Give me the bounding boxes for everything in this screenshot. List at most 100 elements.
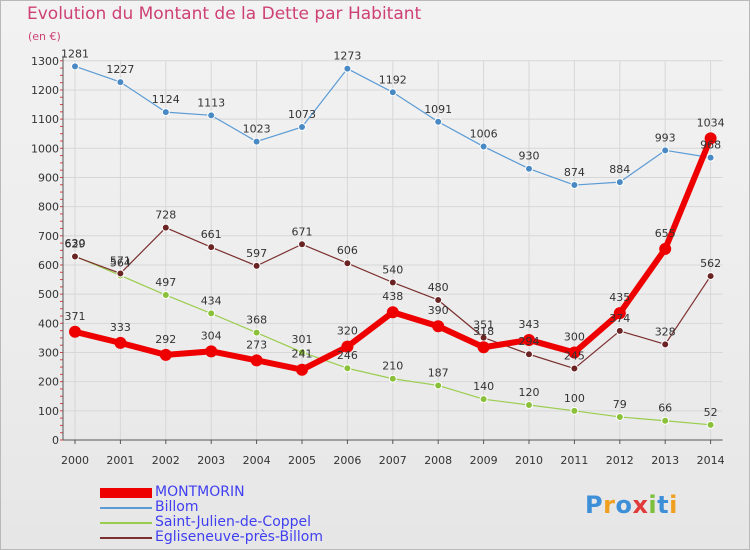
x-tick-label: 2006: [333, 454, 361, 467]
y-tick-label: 400: [38, 317, 59, 330]
point-billom: [207, 111, 216, 120]
point-egliseneuve-pres-billom: [71, 252, 79, 261]
point-egliseneuve-pres-billom: [525, 350, 533, 359]
logo-letter: t: [657, 491, 670, 519]
point-montmorin: [341, 340, 354, 353]
point-billom: [116, 78, 125, 87]
point-saint-julien-de-coppel: [207, 309, 216, 318]
legend-label-egliseneuve-pres-billom: Egliseneuve-près-Billom: [155, 529, 323, 545]
point-egliseneuve-pres-billom: [661, 340, 670, 349]
data-label-billom: 968: [700, 139, 721, 152]
point-montmorin: [250, 354, 263, 367]
data-label-egliseneuve-pres-billom: 351: [473, 319, 494, 332]
point-egliseneuve-pres-billom: [116, 269, 125, 278]
logo-letter: r: [603, 491, 616, 519]
labels-billom: 1281 1227 1124 1113 1023 1073 1273 1192 1091 1006…: [61, 47, 721, 179]
legend-swatch-egliseneuve-pres-billom: [100, 537, 152, 539]
data-label-egliseneuve-pres-billom: 374: [609, 312, 630, 325]
point-montmorin: [659, 242, 672, 255]
data-label-saint-julien-de-coppel: 210: [382, 360, 403, 373]
point-montmorin: [432, 320, 445, 333]
point-saint-julien-de-coppel: [479, 395, 488, 404]
data-label-billom: 874: [564, 166, 585, 179]
point-egliseneuve-pres-billom: [615, 326, 624, 335]
data-label-billom: 1023: [243, 123, 271, 136]
y-tick-label: 700: [38, 230, 59, 243]
point-saint-julien-de-coppel: [615, 412, 624, 421]
data-label-egliseneuve-pres-billom: 245: [564, 350, 585, 363]
data-label-billom: 1124: [152, 93, 180, 106]
proxiti-logo: Proxiti: [585, 491, 678, 519]
series-montmorin: [69, 132, 717, 376]
data-label-egliseneuve-pres-billom: 597: [246, 247, 267, 260]
point-saint-julien-de-coppel: [161, 291, 170, 300]
y-tick-label: 800: [38, 201, 59, 214]
labels-egliseneuve-pres-billom: 629 571 728 661 597 671 606 540 480 351 294 245 374 3…: [65, 209, 722, 363]
legend-label-montmorin: MONTMORIN: [155, 484, 245, 500]
data-label-montmorin: 655: [655, 227, 676, 240]
data-label-egliseneuve-pres-billom: 540: [382, 263, 403, 276]
point-billom: [570, 181, 579, 190]
point-billom: [161, 108, 170, 117]
data-label-montmorin: 292: [155, 333, 176, 346]
data-label-billom: 884: [609, 163, 630, 176]
point-montmorin: [613, 307, 626, 320]
logo-letter: P: [585, 491, 604, 519]
point-saint-julien-de-coppel: [706, 420, 715, 429]
point-montmorin: [296, 363, 308, 376]
point-montmorin: [523, 333, 535, 346]
data-label-billom: 1073: [288, 108, 316, 121]
data-label-egliseneuve-pres-billom: 562: [700, 257, 721, 270]
y-tick-label: 600: [38, 259, 59, 272]
x-tick-label: 2009: [470, 454, 498, 467]
y-tick-label: 1200: [31, 84, 59, 97]
point-montmorin: [477, 341, 490, 354]
x-tick-label: 2001: [106, 454, 134, 467]
data-label-saint-julien-de-coppel: 630: [65, 237, 86, 250]
y-tick-label: 500: [38, 288, 59, 301]
data-label-egliseneuve-pres-billom: 629: [65, 238, 86, 251]
chart-title: Evolution du Montant de la Dette par Hab…: [27, 4, 422, 24]
axes: [60, 55, 723, 444]
data-label-billom: 1006: [470, 128, 498, 141]
logo-letter: i: [669, 491, 678, 519]
point-billom: [71, 62, 79, 71]
point-billom: [661, 146, 670, 155]
series-billom: [71, 62, 715, 190]
logo-letter: o: [615, 491, 633, 519]
data-label-billom: 1273: [333, 50, 361, 63]
data-label-saint-julien-de-coppel: 120: [519, 386, 540, 399]
legend-label-billom: Billom: [155, 499, 199, 515]
data-label-egliseneuve-pres-billom: 328: [655, 325, 676, 338]
point-saint-julien-de-coppel: [570, 406, 579, 415]
data-label-montmorin: 1034: [697, 116, 725, 129]
point-montmorin: [69, 325, 81, 338]
legend-swatch-montmorin: [100, 488, 152, 498]
point-egliseneuve-pres-billom: [207, 243, 216, 252]
data-label-egliseneuve-pres-billom: 661: [201, 228, 222, 241]
data-label-egliseneuve-pres-billom: 671: [292, 225, 313, 238]
legend-swatch-saint-julien-de-coppel: [100, 522, 152, 524]
data-label-montmorin: 273: [246, 338, 267, 351]
data-label-montmorin: 318: [473, 325, 494, 338]
data-label-montmorin: 390: [428, 304, 449, 317]
point-montmorin: [114, 336, 127, 349]
point-montmorin: [568, 346, 581, 359]
logo-letter: i: [648, 491, 658, 519]
point-saint-julien-de-coppel: [298, 348, 306, 357]
x-tick-label: 2000: [61, 454, 89, 467]
x-tick-label: 2003: [197, 454, 225, 467]
data-label-montmorin: 371: [65, 310, 86, 323]
data-label-saint-julien-de-coppel: 52: [704, 406, 718, 419]
legend-label-saint-julien-de-coppel: Saint-Julien-de-Coppel: [155, 514, 312, 530]
x-axis-ticks: 2000 2001 2002 2003 2004 2005 2006 2007 2008 2009…: [61, 454, 725, 467]
data-label-saint-julien-de-coppel: 187: [428, 366, 449, 379]
point-billom: [525, 164, 533, 173]
grid: [63, 60, 723, 441]
point-saint-julien-de-coppel: [388, 374, 397, 383]
point-billom: [298, 123, 306, 132]
series-layer: [69, 62, 717, 429]
point-egliseneuve-pres-billom: [343, 259, 352, 268]
